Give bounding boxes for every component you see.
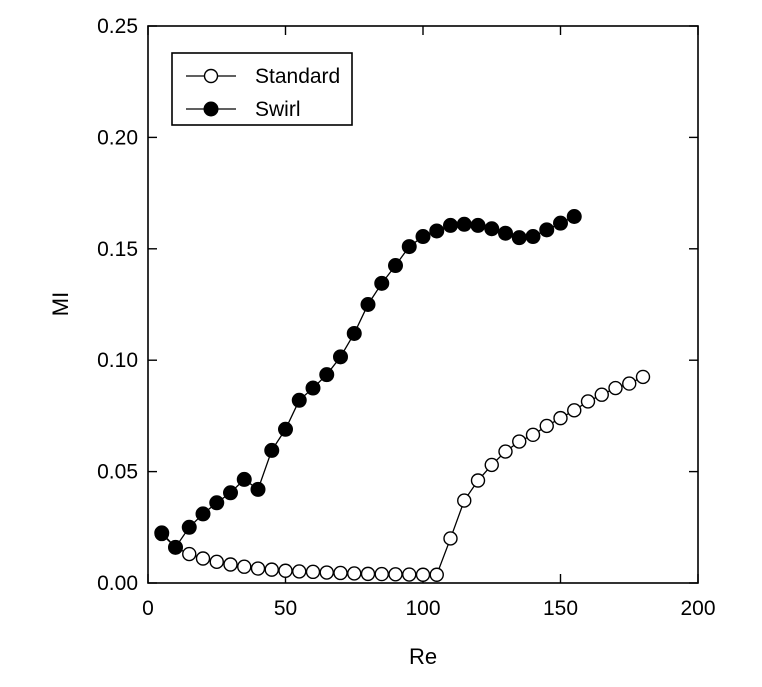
- data-point-swirl: [264, 442, 280, 458]
- data-point-standard: [539, 418, 554, 434]
- data-point-standard: [292, 564, 307, 579]
- data-point-swirl: [498, 225, 513, 241]
- data-point-standard: [319, 565, 334, 580]
- data-point-standard: [457, 493, 472, 508]
- data-point-standard: [374, 566, 389, 582]
- data-point-standard: [347, 566, 362, 581]
- data-point-swirl: [305, 380, 321, 396]
- data-point-swirl: [209, 495, 225, 511]
- series-layer: [154, 208, 651, 582]
- data-point-standard: [278, 563, 293, 578]
- data-point-swirl: [388, 258, 403, 274]
- data-point-standard: [195, 551, 211, 566]
- data-point-standard: [429, 567, 444, 582]
- legend-label-swirl: Swirl: [255, 98, 301, 121]
- x-tick-label: 50: [274, 597, 297, 620]
- data-point-standard: [237, 559, 252, 574]
- data-point-swirl: [291, 392, 307, 408]
- x-tick-label: 200: [680, 597, 715, 620]
- data-point-swirl: [195, 506, 211, 522]
- data-point-standard: [209, 554, 224, 570]
- data-point-standard: [223, 557, 238, 572]
- data-point-standard: [498, 444, 513, 459]
- data-point-swirl: [484, 221, 500, 237]
- y-tick-label: 0.10: [97, 349, 138, 372]
- y-tick-label: 0.05: [97, 461, 138, 484]
- data-point-swirl: [443, 217, 458, 233]
- data-point-standard: [443, 531, 458, 546]
- data-point-swirl: [333, 349, 348, 365]
- x-tick-label: 150: [543, 597, 578, 620]
- data-point-swirl: [566, 208, 582, 224]
- legend-marker-standard: [203, 68, 219, 84]
- data-point-standard: [525, 427, 541, 443]
- series-swirl: [154, 208, 582, 555]
- y-axis-title: MI: [48, 292, 73, 316]
- data-point-standard: [182, 546, 197, 562]
- data-point-standard: [608, 380, 623, 396]
- data-point-standard: [305, 564, 321, 580]
- data-point-standard: [484, 457, 499, 473]
- legend-marker-swirl: [203, 101, 219, 117]
- data-point-standard: [360, 566, 376, 582]
- legend: Standard Swirl: [171, 52, 353, 126]
- data-point-swirl: [346, 325, 362, 341]
- data-point-swirl: [236, 471, 252, 487]
- data-point-standard: [333, 565, 348, 581]
- data-point-standard: [635, 369, 651, 385]
- data-point-swirl: [525, 229, 541, 245]
- y-tick-label: 0.15: [97, 238, 138, 261]
- data-point-standard: [470, 473, 486, 488]
- data-point-standard: [264, 562, 279, 577]
- data-point-swirl: [168, 539, 183, 555]
- legend-label-standard: Standard: [255, 65, 340, 88]
- x-tick-label: 100: [405, 597, 440, 620]
- y-tick-label: 0.25: [97, 15, 138, 38]
- data-point-swirl: [374, 275, 390, 291]
- series-standard: [154, 369, 651, 582]
- data-point-standard: [402, 567, 417, 582]
- data-point-swirl: [181, 519, 197, 535]
- data-point-swirl: [360, 297, 376, 312]
- data-point-swirl: [429, 223, 445, 239]
- data-point-swirl: [250, 481, 266, 497]
- data-point-standard: [594, 387, 609, 402]
- x-axis-title: Re: [409, 644, 437, 669]
- data-point-swirl: [553, 215, 568, 231]
- data-point-swirl: [456, 216, 472, 232]
- data-point-swirl: [278, 421, 293, 437]
- data-point-swirl: [415, 229, 431, 245]
- data-point-swirl: [511, 230, 527, 246]
- data-point-standard: [567, 403, 582, 418]
- x-tick-label: 0: [142, 597, 154, 620]
- series-line-swirl: [161, 215, 575, 549]
- data-point-standard: [553, 410, 568, 426]
- data-point-standard: [622, 376, 637, 391]
- data-point-standard: [388, 567, 403, 582]
- data-point-standard: [512, 434, 527, 449]
- x-axis: 0 50 100 150 200: [142, 26, 716, 620]
- data-point-swirl: [223, 485, 238, 501]
- legend-box: [171, 52, 353, 126]
- data-point-standard: [415, 567, 431, 582]
- data-point-swirl: [319, 367, 335, 383]
- data-point-swirl: [154, 525, 170, 541]
- y-tick-label: 0.20: [97, 126, 138, 149]
- y-tick-label: 0.00: [97, 572, 138, 595]
- data-point-swirl: [470, 217, 486, 233]
- data-point-swirl: [401, 239, 417, 255]
- y-axis: 0.00 0.05 0.10 0.15 0.20 0.25: [97, 15, 698, 595]
- data-point-standard: [250, 561, 266, 576]
- data-point-standard: [580, 394, 596, 409]
- data-point-swirl: [539, 222, 555, 238]
